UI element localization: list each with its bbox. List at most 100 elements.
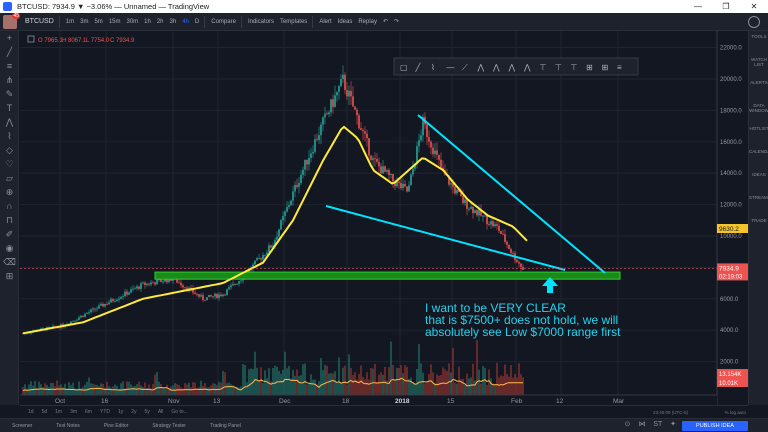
resistance-trendline[interactable] (417, 114, 606, 274)
range-all[interactable]: All (157, 409, 164, 415)
text-annotation[interactable]: I want to be VERY CLEAR that is $7500+ d… (425, 301, 621, 339)
alerts-tab[interactable]: ALERTS (750, 80, 768, 85)
heart-icon[interactable]: ♡ (5, 159, 14, 169)
trade-tab[interactable]: TRADE (751, 218, 767, 223)
interval-5m[interactable]: 5m (94, 18, 103, 25)
shapes-icon[interactable]: ◇ (6, 145, 13, 155)
undo-icon[interactable]: ↶ (383, 19, 389, 25)
publish-idea-button[interactable]: PUBLISH IDEA (682, 421, 748, 431)
interval-3h[interactable]: 3h (169, 18, 177, 25)
share-icon[interactable]: ⋈ (638, 421, 646, 428)
range-1m[interactable]: 1m (55, 409, 63, 415)
tab-screener[interactable]: Screener (12, 422, 33, 429)
interval-1h[interactable]: 1h (144, 18, 151, 25)
horizontal-lines-icon[interactable]: ≡ (6, 61, 13, 71)
indicators-button[interactable]: Indicators (247, 18, 274, 25)
stocktwits-icon[interactable]: ST (653, 421, 663, 428)
ideas-tab[interactable]: IDEAS (752, 172, 766, 177)
camera-icon[interactable]: ⊙ (624, 421, 631, 428)
magnet-icon[interactable]: ∩ (6, 201, 13, 211)
streams-tab[interactable]: STREAMS (749, 195, 768, 200)
tab-text-notes[interactable]: Text Notes (56, 422, 80, 429)
hotlist-tab[interactable]: HOTLIST (749, 126, 768, 131)
tree-icon[interactable]: ⊞ (5, 271, 14, 281)
close-button[interactable]: ✕ (750, 2, 758, 11)
avatar[interactable]: 45 (3, 12, 20, 29)
volume-bar (454, 382, 456, 395)
trash-icon[interactable]: ⌫ (3, 257, 16, 267)
search-icon[interactable] (748, 16, 760, 28)
text-icon[interactable]: T (6, 103, 13, 113)
candle-body (88, 312, 90, 314)
interval-30m[interactable]: 30m (126, 18, 139, 25)
maximize-button[interactable]: ❐ (722, 2, 730, 11)
interval-3m[interactable]: 3m (80, 18, 89, 25)
minimize-button[interactable]: — (694, 2, 702, 11)
tradingview-app-icon (3, 2, 12, 11)
support-trendline[interactable] (325, 205, 566, 271)
eye-icon[interactable]: ◉ (5, 243, 14, 253)
redo-icon[interactable]: ↷ (394, 19, 400, 25)
pitchfork-icon[interactable]: ⋔ (5, 75, 14, 85)
goto-date-button[interactable]: Go to... (171, 409, 188, 415)
range-5d[interactable]: 5d (41, 409, 48, 415)
candle-body (230, 285, 232, 288)
watchlist-tab[interactable]: WATCH LIST (751, 57, 767, 67)
tab-pine-editor[interactable]: Pine Editor (103, 422, 129, 429)
range-1y[interactable]: 1y (117, 409, 124, 415)
tab-trading-panel[interactable]: Trading Panel (209, 422, 241, 429)
interval-1m[interactable]: 1m (65, 18, 75, 25)
volume-bar (520, 374, 522, 395)
candle-body (96, 308, 98, 310)
candle-body (242, 279, 244, 281)
candle-body (106, 303, 108, 305)
candle-body (396, 181, 398, 187)
interval-2h[interactable]: 2h (156, 18, 164, 25)
ruler-icon[interactable]: ▱ (6, 173, 13, 183)
price-chart[interactable]: O 7965.1 H 8067.1 L 7754.0 C 7934.9 ▢ ╱ ⌇ —… (20, 31, 748, 405)
bottom-panel-tabs: Screener Text Notes Pine Editor Strategy… (0, 418, 768, 432)
interval-1d[interactable]: D (194, 18, 200, 25)
ideas-button[interactable]: Ideas (337, 18, 353, 25)
lock-icon[interactable]: ⊓ (5, 215, 14, 225)
tab-strategy-tester[interactable]: Strategy Tester (152, 422, 186, 429)
volume-bar (242, 364, 244, 395)
interval-4h[interactable]: 4h (182, 18, 189, 25)
crosshair-icon[interactable]: + (6, 33, 13, 43)
pattern-icon[interactable]: ⋀ (5, 117, 14, 127)
log-scale-toggle[interactable]: log (729, 409, 736, 415)
percent-scale-toggle[interactable]: % (724, 409, 729, 415)
templates-button[interactable]: Templates (279, 18, 308, 25)
volume-bar (440, 374, 442, 395)
range-2y[interactable]: 2y (131, 409, 137, 415)
stay-in-drawing-icon[interactable]: ✐ (5, 229, 14, 239)
twitter-icon[interactable]: ✦ (670, 421, 676, 428)
volume-bar (320, 358, 322, 395)
tools-tab[interactable]: TOOLS (751, 34, 767, 39)
prediction-icon[interactable]: ⌇ (7, 131, 12, 141)
volume-bar (350, 368, 352, 395)
timezone-clock[interactable]: 23:40:09 (UTC-5) (652, 409, 688, 415)
support-zone[interactable] (154, 271, 621, 280)
calendar-tab[interactable]: CALENDAR (749, 149, 768, 154)
range-1d[interactable]: 1d (28, 409, 34, 415)
zoom-in-icon[interactable]: ⊕ (5, 187, 14, 197)
time-axis[interactable]: Oct 16 Nov 13 Dec 18 2018 15 Feb 12 Mar (20, 394, 717, 405)
price-axis[interactable]: 2000.04000.06000.08000.010000.012000.014… (716, 31, 748, 405)
legend-collapse-icon[interactable] (27, 35, 35, 43)
range-5y[interactable]: 5y (144, 409, 150, 415)
range-ytd[interactable]: YTD (99, 409, 110, 415)
alert-button[interactable]: Alert (319, 18, 332, 25)
volume-bar (444, 369, 446, 395)
brush-icon[interactable]: ✎ (5, 89, 14, 99)
range-3m[interactable]: 3m (70, 409, 78, 415)
trendline-icon[interactable]: ╱ (6, 47, 13, 57)
symbol-search[interactable]: BTCUSD (25, 18, 54, 25)
range-6m[interactable]: 6m (85, 409, 92, 415)
compare-button[interactable]: Compare (211, 18, 236, 25)
data-window-tab[interactable]: DATA WINDOW (749, 103, 768, 113)
replay-button[interactable]: Replay (358, 18, 378, 25)
volume-bar (518, 363, 520, 395)
interval-15m[interactable]: 15m (108, 18, 121, 25)
auto-scale-toggle[interactable]: auto (737, 409, 746, 415)
